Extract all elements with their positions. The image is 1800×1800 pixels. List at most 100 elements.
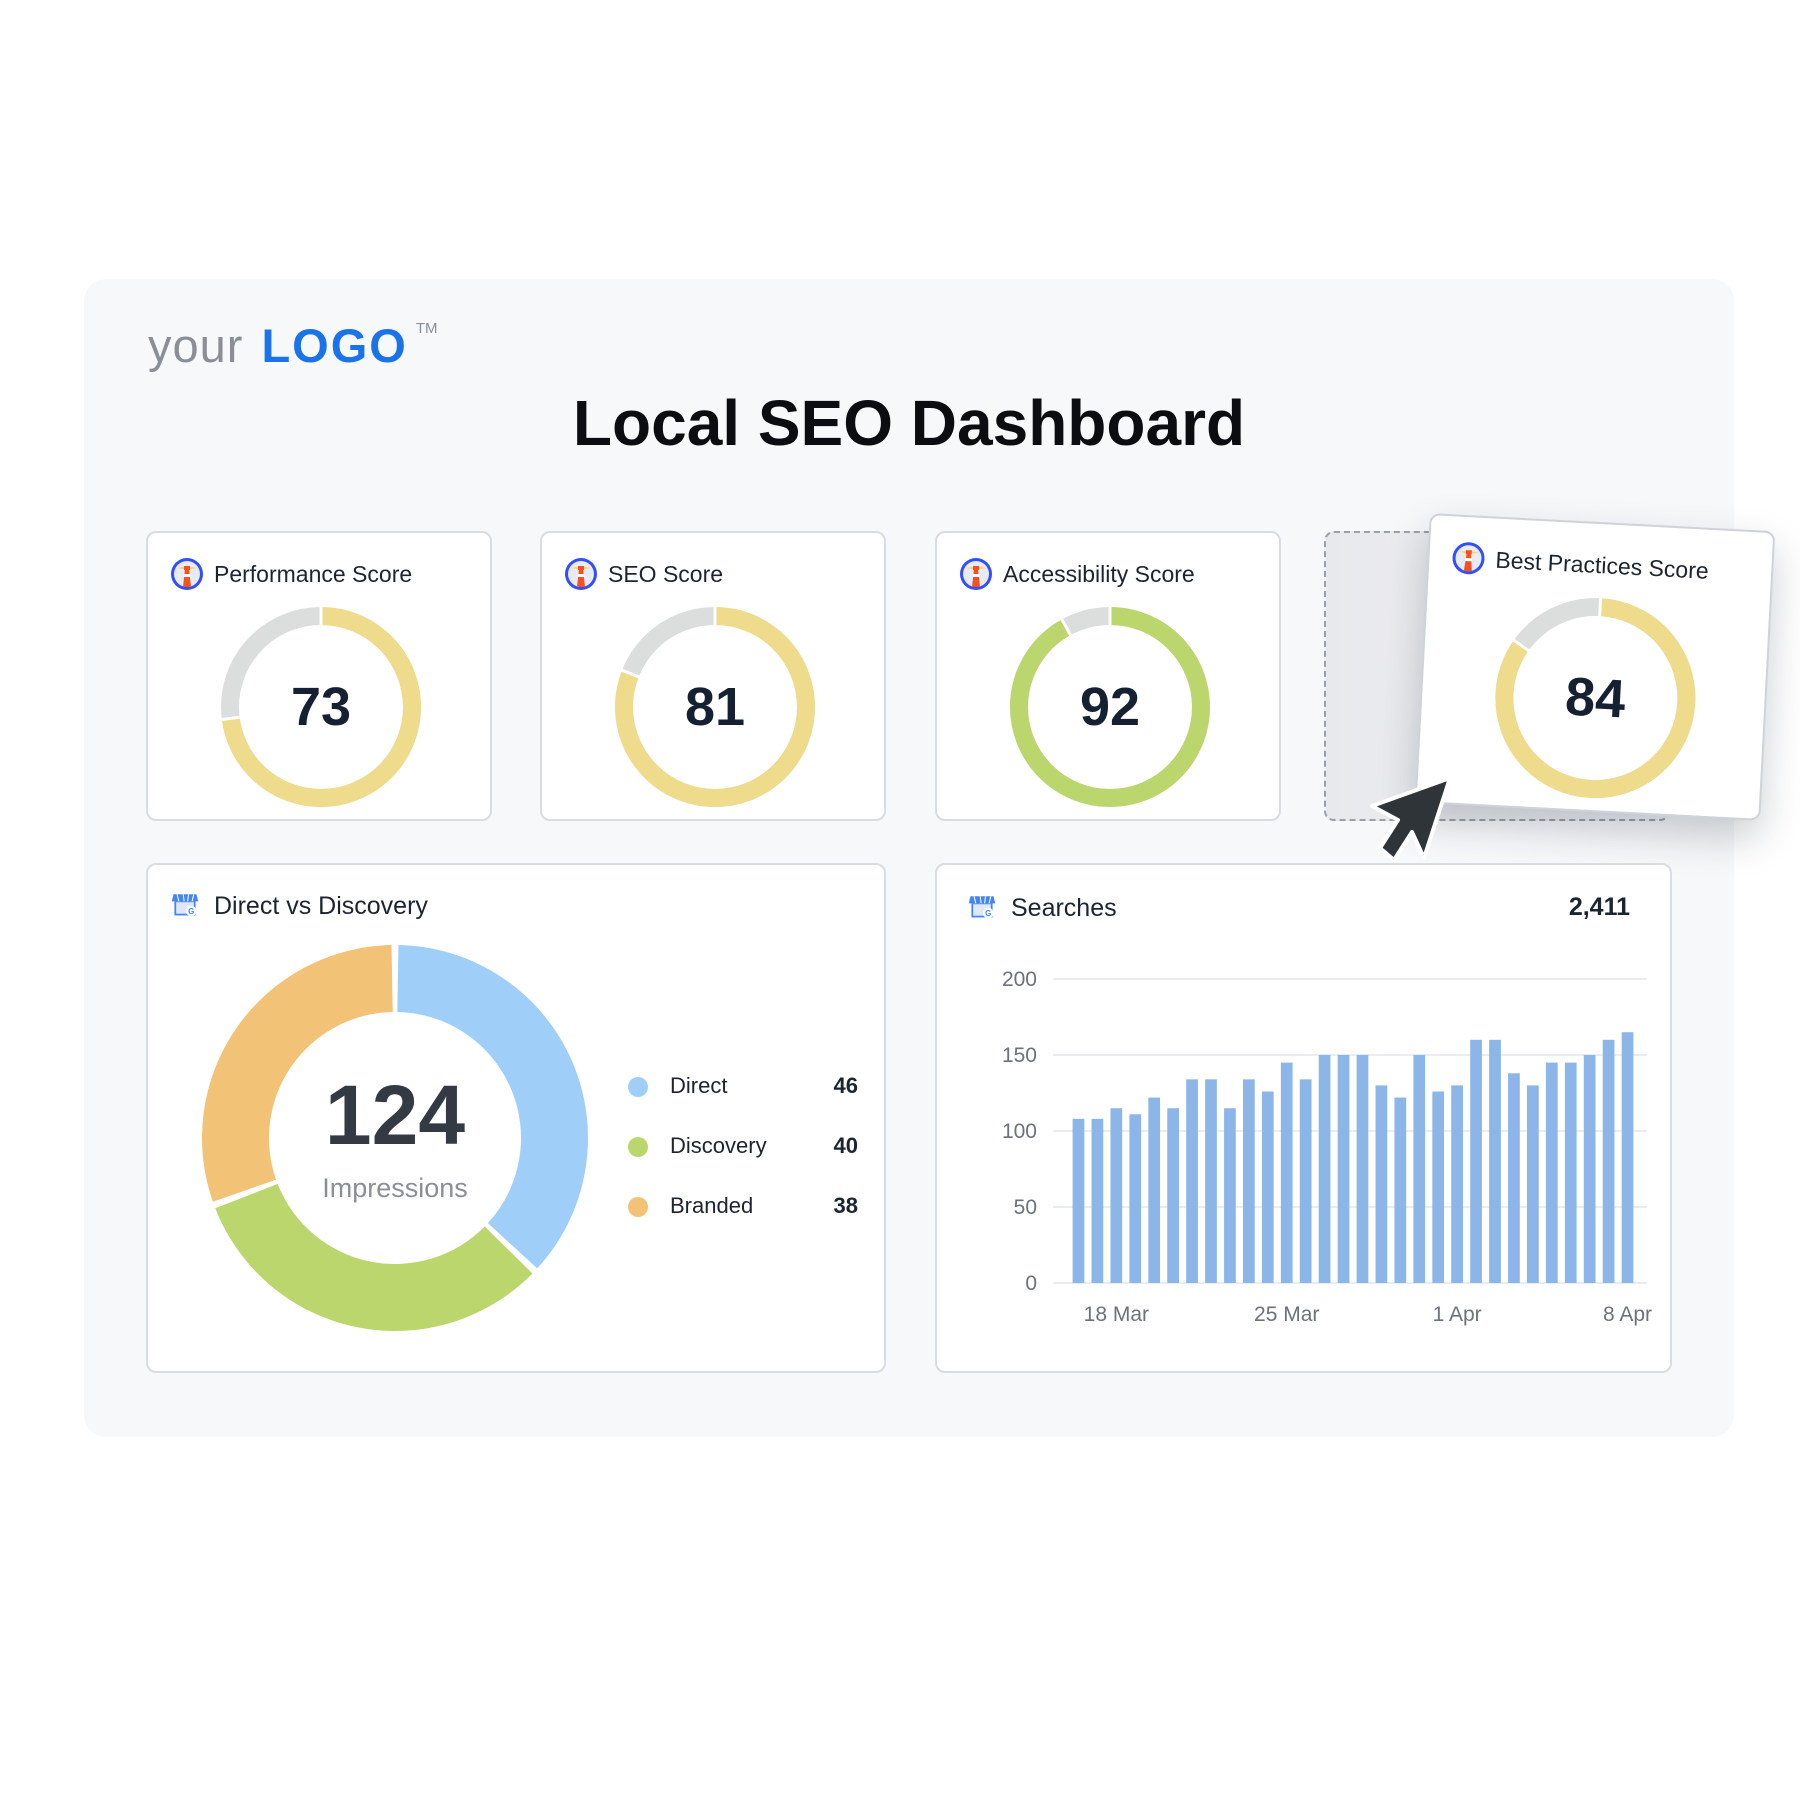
google-business-icon: G bbox=[170, 889, 204, 923]
bar[interactable] bbox=[1394, 1097, 1407, 1283]
gauge-separator bbox=[1512, 638, 1531, 653]
x-tick-label: 8 Apr bbox=[1603, 1303, 1652, 1326]
legend-item-branded[interactable]: Branded 38 bbox=[628, 1193, 858, 1253]
legend-value: 46 bbox=[833, 1073, 858, 1098]
direct-vs-discovery-card[interactable]: G Direct vs Discovery 124 Impressions Di… bbox=[146, 863, 886, 1373]
legend-item-discovery[interactable]: Discovery 40 bbox=[628, 1133, 858, 1193]
legend-label: Discovery bbox=[670, 1133, 767, 1158]
lighthouse-icon bbox=[564, 557, 598, 591]
logo-your-text: your bbox=[148, 319, 244, 372]
legend-value: 38 bbox=[833, 1193, 858, 1218]
legend-dot-branded bbox=[628, 1197, 648, 1217]
card-header: SEO Score bbox=[564, 557, 723, 591]
lighthouse-icon bbox=[959, 557, 993, 591]
bar[interactable] bbox=[1224, 1108, 1236, 1283]
y-tick-label: 150 bbox=[1002, 1044, 1037, 1067]
logo-mark-text: LOGO bbox=[261, 319, 408, 372]
y-tick-label: 200 bbox=[1002, 968, 1037, 991]
bar[interactable] bbox=[1072, 1118, 1085, 1283]
bar[interactable] bbox=[1375, 1085, 1388, 1283]
mouse-pointer-icon bbox=[1370, 776, 1452, 862]
gauge-value: 73 bbox=[290, 677, 352, 737]
bar[interactable] bbox=[1413, 1055, 1426, 1283]
bar[interactable] bbox=[1489, 1039, 1501, 1283]
card-title: Accessibility Score bbox=[1003, 560, 1195, 587]
x-tick-label: 25 Mar bbox=[1254, 1303, 1319, 1326]
gauge-separator bbox=[220, 715, 241, 722]
best-practices-score-card[interactable]: Best Practices Score 84 bbox=[1414, 513, 1776, 821]
legend-value: 40 bbox=[833, 1133, 858, 1158]
bar[interactable] bbox=[1451, 1085, 1464, 1283]
bar[interactable] bbox=[1564, 1062, 1577, 1283]
bar[interactable] bbox=[1280, 1062, 1293, 1283]
bar[interactable] bbox=[1091, 1118, 1104, 1283]
bar[interactable] bbox=[1583, 1055, 1596, 1283]
gauge-separator bbox=[1060, 617, 1073, 637]
bar[interactable] bbox=[1186, 1079, 1198, 1283]
bar[interactable] bbox=[1337, 1055, 1350, 1283]
card-title: SEO Score bbox=[608, 560, 724, 587]
bar[interactable] bbox=[1110, 1108, 1123, 1283]
y-tick-label: 50 bbox=[1014, 1196, 1037, 1219]
lighthouse-icon bbox=[1451, 540, 1487, 576]
donut-total: 124 bbox=[324, 1068, 466, 1162]
gauge-value: 84 bbox=[1563, 666, 1627, 730]
card-title: Searches bbox=[1011, 893, 1117, 922]
bar[interactable] bbox=[1148, 1097, 1161, 1283]
card-header: Best Practices Score bbox=[1451, 540, 1710, 587]
card-title: Direct vs Discovery bbox=[214, 891, 428, 920]
y-tick-label: 0 bbox=[1025, 1272, 1037, 1295]
legend-dot-discovery bbox=[628, 1137, 648, 1157]
bar[interactable] bbox=[1261, 1091, 1274, 1283]
donut-slice-branded[interactable] bbox=[202, 945, 393, 1202]
seo-score-card[interactable]: SEO Score 81 bbox=[540, 531, 886, 821]
bar[interactable] bbox=[1470, 1039, 1482, 1283]
donut-slice-discovery[interactable] bbox=[215, 1183, 533, 1331]
y-tick-label: 100 bbox=[1002, 1120, 1037, 1143]
logo-trademark: TM bbox=[415, 320, 438, 337]
bar[interactable] bbox=[1205, 1079, 1217, 1283]
bar[interactable] bbox=[1167, 1108, 1180, 1283]
searches-card[interactable]: G Searches 2,411 0 50 100 150 200 18 Mar 25 Ma… bbox=[935, 863, 1672, 1373]
card-title: Best Practices Score bbox=[1494, 546, 1710, 584]
searches-bar-chart: 0 50 100 150 200 18 Mar 25 Mar 1 Apr 8 Apr bbox=[957, 955, 1657, 1355]
accessibility-score-card[interactable]: Accessibility Score 92 bbox=[935, 531, 1281, 821]
bar[interactable] bbox=[1621, 1032, 1634, 1283]
accessibility-gauge: 92 bbox=[1008, 605, 1212, 809]
gauge-value: 92 bbox=[1079, 677, 1141, 737]
card-title: Performance Score bbox=[214, 560, 413, 587]
donut-legend: Direct 46 Discovery 40 Branded 38 bbox=[628, 1073, 858, 1253]
card-header: G Direct vs Discovery bbox=[170, 889, 428, 923]
legend-item-direct[interactable]: Direct 46 bbox=[628, 1073, 858, 1133]
brand-logo: your LOGO TM bbox=[148, 318, 438, 378]
seo-gauge: 81 bbox=[613, 605, 817, 809]
searches-total: 2,411 bbox=[1568, 893, 1630, 921]
x-tick-label: 18 Mar bbox=[1084, 1303, 1149, 1326]
gauge-separator bbox=[1598, 597, 1603, 618]
bar[interactable] bbox=[1432, 1091, 1445, 1283]
performance-gauge: 73 bbox=[219, 605, 423, 809]
lighthouse-icon bbox=[170, 557, 204, 591]
donut-slice-direct[interactable] bbox=[397, 945, 588, 1269]
bar[interactable] bbox=[1356, 1055, 1369, 1283]
page-title: Local SEO Dashboard bbox=[572, 387, 1246, 459]
card-header: Accessibility Score bbox=[959, 557, 1195, 591]
bar[interactable] bbox=[1242, 1079, 1255, 1283]
gauge-separator bbox=[620, 668, 641, 679]
legend-dot-direct bbox=[628, 1077, 648, 1097]
performance-score-card[interactable]: Performance Score 73 bbox=[146, 531, 492, 821]
google-business-icon: G bbox=[967, 891, 1001, 925]
impressions-donut: 124 Impressions bbox=[202, 945, 588, 1331]
bar[interactable] bbox=[1318, 1055, 1331, 1283]
bar[interactable] bbox=[1299, 1079, 1312, 1283]
donut-caption: Impressions bbox=[322, 1173, 468, 1203]
card-header: G Searches bbox=[967, 891, 1117, 925]
bar[interactable] bbox=[1129, 1114, 1142, 1283]
bar[interactable] bbox=[1545, 1062, 1558, 1283]
legend-label: Branded bbox=[670, 1193, 754, 1218]
bar[interactable] bbox=[1526, 1085, 1539, 1283]
bar[interactable] bbox=[1602, 1039, 1615, 1283]
svg-text:G: G bbox=[188, 907, 194, 916]
gauge-value: 81 bbox=[684, 677, 746, 737]
bar[interactable] bbox=[1508, 1073, 1520, 1283]
